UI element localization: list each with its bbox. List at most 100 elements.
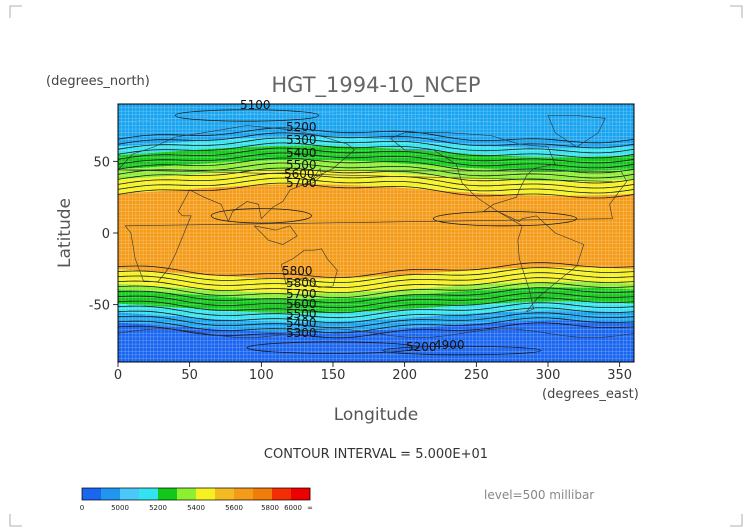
closed-contour <box>246 341 420 354</box>
contour-line <box>117 312 635 329</box>
coastline <box>117 328 635 338</box>
coastlines <box>117 115 635 338</box>
contour-line <box>117 137 635 154</box>
contour-line <box>117 177 635 194</box>
contour-label: 5300 <box>286 133 317 147</box>
contour-line <box>117 297 635 314</box>
color-bar-labels: 0 5000 5200 5400 5600 5800 6000 ∞ <box>80 504 313 512</box>
height-band <box>118 104 634 125</box>
contour-interval-note: CONTOUR INTERVAL = 5.000E+01 <box>264 447 488 462</box>
contour-line <box>117 167 635 184</box>
height-band <box>118 184 634 279</box>
height-band <box>118 267 634 294</box>
y-tick-label: -50 <box>89 299 110 314</box>
color-bar-swatch <box>139 488 159 500</box>
lat-lon-grid <box>117 103 635 363</box>
contour-line <box>117 317 635 334</box>
closed-contour <box>174 109 320 122</box>
color-bar-swatch <box>158 488 178 500</box>
contour-line <box>117 322 635 339</box>
contour-labels: 5100520053005400550056005700580058005700… <box>240 98 465 354</box>
height-band <box>118 320 634 362</box>
contour-lines <box>117 109 635 356</box>
color-bar-swatch <box>253 488 273 500</box>
color-bar-frame <box>81 487 311 501</box>
x-units-label: (degrees_east) <box>542 387 639 402</box>
color-bar-label: 0 <box>80 504 84 512</box>
x-tick-label: 200 <box>392 368 417 383</box>
x-tick-label: 0 <box>114 368 122 383</box>
x-axis-label: Longitude <box>334 405 419 425</box>
color-bar-label: 5800 <box>261 504 279 512</box>
contour-line <box>117 287 635 304</box>
coastline <box>253 225 298 245</box>
contour-line <box>117 302 635 319</box>
color-bar-label: 5200 <box>149 504 167 512</box>
color-bar-swatch <box>101 488 121 500</box>
contour-line <box>117 262 635 278</box>
x-tick-label: 300 <box>536 368 561 383</box>
color-bar-swatch <box>291 488 311 500</box>
color-bar-label: 5600 <box>225 504 243 512</box>
contour-label: 5600 <box>286 297 317 311</box>
map-plot-area: 5100520053005400550056005700580058005700… <box>117 98 635 363</box>
map-title: HGT_1994-10_NCEP <box>271 73 480 98</box>
color-bar-swatch <box>177 488 197 500</box>
color-bar-label: 5000 <box>111 504 129 512</box>
closed-contour <box>210 208 312 224</box>
x-tick-label: 250 <box>464 368 489 383</box>
coastline <box>547 115 606 148</box>
color-bar-label: 5400 <box>187 504 205 512</box>
color-bar-swatch <box>215 488 235 500</box>
contour-line <box>117 182 635 199</box>
contour-label: 5200 <box>406 340 437 354</box>
contour-label: 5600 <box>284 167 315 181</box>
contour-label: 5400 <box>286 316 317 330</box>
x-axis-ticks: 0 50 100 150 200 250 300 350 <box>114 362 632 383</box>
contour-label: 5700 <box>286 176 317 190</box>
contour-label: 5400 <box>286 146 317 160</box>
height-band <box>118 287 634 314</box>
contour-line <box>117 272 635 288</box>
contour-label: 5300 <box>286 326 317 340</box>
color-bar <box>81 487 311 501</box>
contour-line <box>117 132 635 149</box>
y-units-label: (degrees_north) <box>46 74 150 89</box>
contour-label: 5500 <box>286 307 317 321</box>
contour-line <box>117 152 635 169</box>
contour-label: 4900 <box>434 338 465 352</box>
contour-label: 5800 <box>286 276 317 290</box>
color-bar-swatch <box>272 488 292 500</box>
contour-label: 5800 <box>282 264 313 278</box>
contour-line <box>117 307 635 324</box>
color-bar-label: 6000 <box>284 504 302 512</box>
x-tick-label: 100 <box>249 368 274 383</box>
contour-label: 5200 <box>286 120 317 134</box>
x-tick-label: 150 <box>321 368 346 383</box>
color-bar-swatch <box>120 488 140 500</box>
color-bar-swatch <box>82 488 102 500</box>
contour-label: 5700 <box>286 287 317 301</box>
coastline <box>304 167 322 185</box>
contour-line <box>117 147 635 164</box>
color-bar-swatch <box>196 488 216 500</box>
coastline <box>117 125 628 282</box>
contour-line <box>117 277 635 293</box>
x-tick-label: 50 <box>181 368 198 383</box>
height-band <box>118 301 634 322</box>
contour-line <box>117 292 635 309</box>
y-axis-label: Latitude <box>55 198 75 268</box>
coastline <box>390 132 585 313</box>
contour-line <box>117 172 635 189</box>
contour-line <box>117 127 635 144</box>
y-tick-label: 50 <box>93 155 110 170</box>
coastline <box>281 248 338 288</box>
closed-contour <box>432 211 578 227</box>
x-tick-label: 350 <box>607 368 632 383</box>
level-note: level=500 millibar <box>484 488 594 502</box>
y-tick-label: 0 <box>102 227 110 242</box>
contour-line <box>117 267 635 283</box>
closed-contour <box>382 345 542 356</box>
contour-line <box>117 282 635 298</box>
